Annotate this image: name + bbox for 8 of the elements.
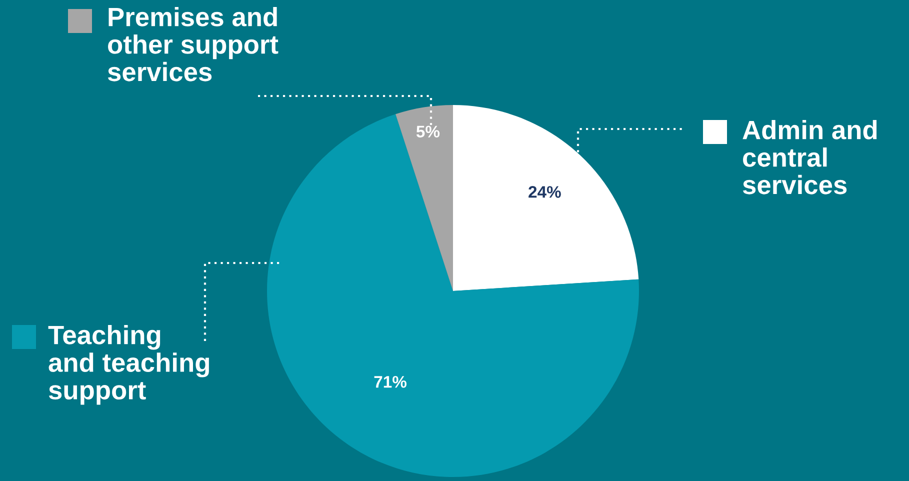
legend-label: Premises and other support services xyxy=(108,7,278,82)
pie-slice xyxy=(396,105,453,291)
pie-slice xyxy=(267,114,639,477)
data-label: 24% xyxy=(528,186,561,198)
data-label: 71% xyxy=(374,376,407,388)
legend-label: Admin and central services xyxy=(742,120,877,194)
data-label: 5% xyxy=(416,126,440,138)
legend-label: Teaching and teaching support xyxy=(48,325,209,405)
